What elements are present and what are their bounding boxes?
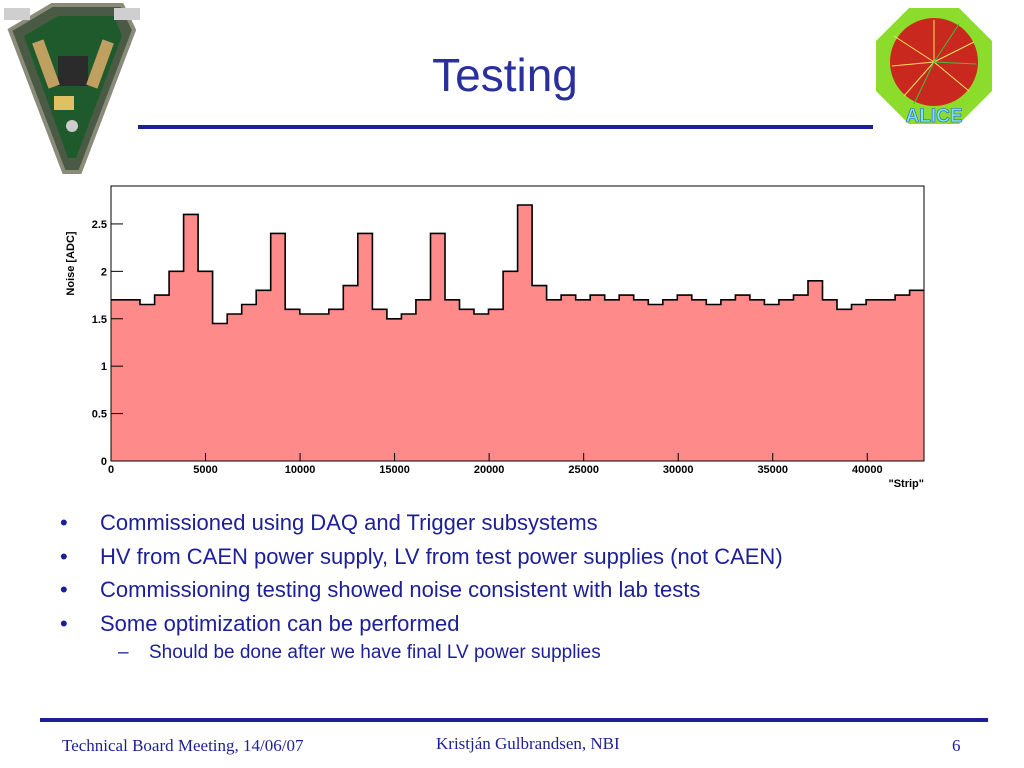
slide-title: Testing — [432, 49, 578, 101]
x-tick-label: 5000 — [193, 464, 217, 476]
bullet-marker: • — [60, 577, 68, 602]
y-tick-label: 2.5 — [92, 219, 107, 231]
bullet-item: • Commissioned using DAQ and Trigger subs… — [60, 506, 960, 540]
y-tick-label: 2 — [101, 266, 107, 278]
y-tick-label: 1.5 — [92, 314, 107, 326]
title-underline — [138, 125, 873, 129]
bullet-text: HV from CAEN power supply, LV from test … — [100, 543, 783, 569]
bullet-list: • Commissioned using DAQ and Trigger subs… — [60, 506, 960, 640]
x-tick-label: 20000 — [474, 464, 505, 476]
x-axis-label: "Strip" — [889, 478, 925, 490]
footer-author: Kristján Gulbrandsen, NBI — [436, 734, 620, 753]
bullet-text: Some optimization can be performed — [100, 610, 460, 636]
noise-area-fill — [111, 205, 924, 461]
bullet-marker: • — [60, 510, 68, 535]
page-number: 6 — [952, 736, 961, 755]
plot-frame — [110, 185, 925, 462]
footer-meeting: Technical Board Meeting, 14/06/07 — [62, 736, 304, 755]
sub-bullet-text: Should be done after we have final LV po… — [149, 642, 601, 663]
detector-module-logo — [4, 2, 140, 174]
x-tick-label: 0 — [108, 464, 114, 476]
footer-divider — [40, 718, 988, 722]
y-tick-label: 1 — [101, 361, 107, 373]
bullet-text: Commissioned using DAQ and Trigger subsy… — [100, 510, 598, 535]
plot-area — [111, 204, 924, 461]
bullet-text: Commissioning testing showed noise consi… — [100, 577, 701, 602]
x-tick-label: 35000 — [757, 464, 788, 476]
bullet-item: • HV from CAEN power supply, LV from test… — [60, 540, 960, 574]
x-tick-label: 25000 — [568, 464, 599, 476]
noise-vs-strip-chart: 0 5000 10000 15000 20000 25000 30000 35000 40000… — [65, 185, 925, 490]
bullet-marker: • — [60, 543, 68, 569]
alice-logo: ALICE — [876, 8, 992, 126]
x-tick-label: 15000 — [379, 464, 410, 476]
x-tick-label: 10000 — [285, 464, 316, 476]
bullet-item: • Some optimization can be performed — [60, 607, 960, 641]
axes: 0 5000 10000 15000 20000 25000 30000 35000 40000… — [92, 185, 925, 476]
y-axis-label: Noise [ADC] — [65, 231, 77, 296]
alice-logo-text: ALICE — [906, 106, 963, 126]
bullet-marker: • — [60, 610, 68, 636]
sub-bullet-list: – Should be done after we have final LV p… — [60, 640, 960, 666]
y-tick-label: 0.5 — [92, 409, 107, 421]
x-tick-label: 40000 — [852, 464, 883, 476]
bullet-item: • Commissioning testing showed noise cons… — [60, 573, 960, 607]
y-tick-label: 0 — [101, 456, 107, 468]
sub-bullet-item: – Should be done after we have final LV p… — [104, 640, 960, 666]
sub-bullet-marker: – — [118, 642, 129, 663]
noise-series-line — [111, 204, 924, 325]
x-tick-label: 30000 — [663, 464, 694, 476]
